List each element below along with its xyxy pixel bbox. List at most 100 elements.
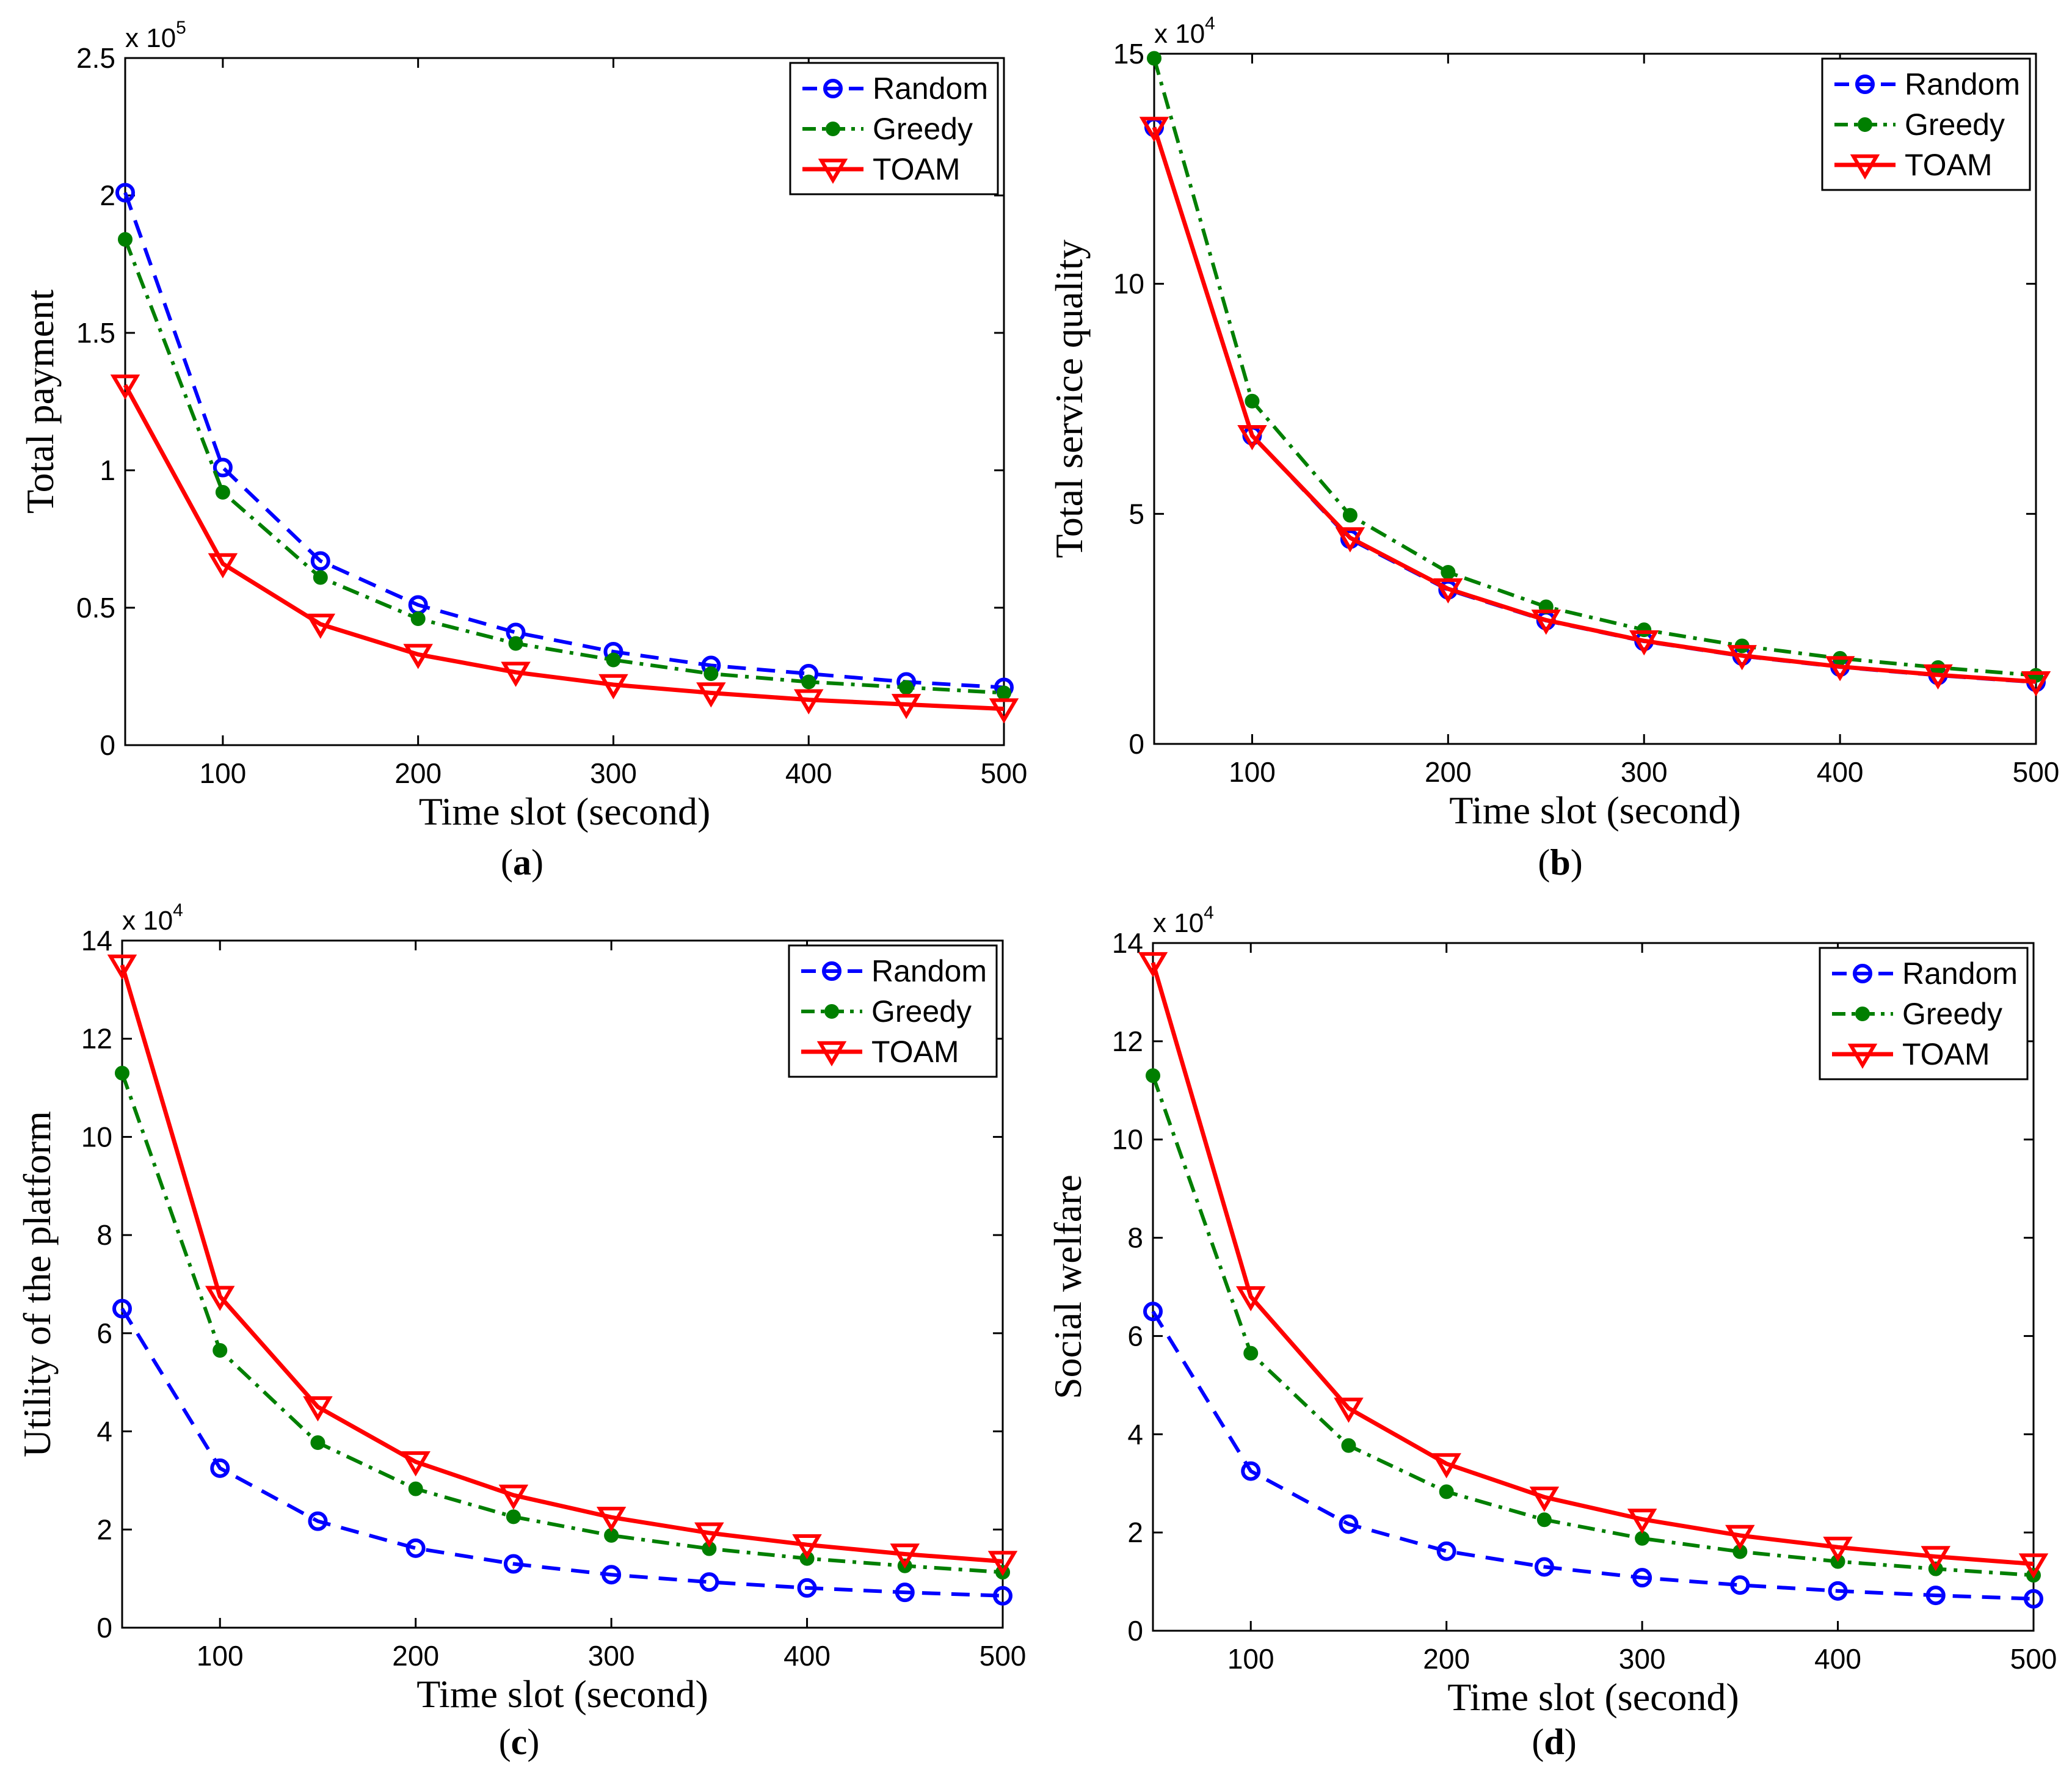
scale-exponent: 5 [176, 18, 186, 38]
data-point-greedy [1147, 51, 1161, 66]
data-point-greedy [310, 1435, 325, 1451]
data-point-toam [793, 689, 824, 715]
series-toam [1139, 117, 2051, 697]
data-point-toam [1627, 1509, 1657, 1534]
data-point-toam [890, 1543, 920, 1569]
series-line-random [120, 1308, 1003, 1598]
series-line-toam [120, 964, 1003, 1564]
y-tick-label: 0.5 [76, 592, 115, 624]
data-point-random [1241, 1461, 1261, 1481]
y-tick-label: 6 [1127, 1320, 1143, 1352]
data-point-random [2024, 1589, 2043, 1609]
data-point-greedy [215, 485, 230, 500]
y-axis-title: Utility of the platform [15, 1111, 59, 1457]
data-point-greedy [508, 636, 523, 651]
x-tick-label: 300 [588, 1640, 635, 1672]
data-point-toam [792, 1534, 822, 1560]
data-point-random [308, 1511, 328, 1531]
series-random [112, 1298, 1012, 1606]
data-point-toam [596, 1506, 627, 1532]
y-axis-title: Social welfare [1046, 1175, 1089, 1399]
data-point-toam [1335, 527, 1365, 553]
data-point-random [1339, 1514, 1359, 1534]
data-point-greedy [899, 680, 914, 695]
y-tick-label: 10 [1112, 1124, 1143, 1156]
legend-label-toam: TOAM [871, 1035, 959, 1069]
y-tick-label: 0 [1127, 1615, 1143, 1647]
data-point-toam [110, 374, 140, 400]
data-point-toam [1531, 610, 1561, 635]
data-point-random [895, 1582, 915, 1603]
x-tick-label: 300 [590, 757, 637, 789]
x-tick-label: 200 [394, 757, 442, 789]
x-tick-label: 200 [392, 1640, 439, 1672]
x-tick-label: 400 [1817, 756, 1864, 788]
legend-label-greedy: Greedy [1905, 107, 2005, 142]
legend-marker-toam [818, 158, 848, 184]
data-point-random [1730, 1575, 1750, 1595]
data-point-toam [1237, 425, 1267, 451]
x-tick-label: 400 [783, 1640, 831, 1672]
legend-marker-greedy [1858, 117, 1872, 132]
legend-marker-toam [816, 1041, 847, 1066]
y-tick-label: 8 [96, 1219, 112, 1251]
data-point-random [1436, 1541, 1456, 1561]
series-greedy [118, 232, 1011, 701]
y-tick-label: 4 [1127, 1418, 1143, 1450]
data-point-toam [891, 694, 921, 719]
legend-marker-greedy [826, 122, 840, 136]
data-point-toam [1235, 1286, 1266, 1312]
data-point-toam [1529, 1486, 1560, 1512]
data-point-greedy [1341, 1438, 1356, 1453]
data-point-toam [1825, 656, 1855, 682]
legend: Random Greedy TOAM [789, 62, 999, 195]
x-axis-title: Time slot (second) [1449, 788, 1741, 832]
x-tick-label: 100 [1229, 756, 1276, 788]
data-point-toam [303, 1396, 333, 1422]
data-point-random [1143, 1302, 1163, 1322]
series-line-toam [1152, 126, 2037, 684]
data-point-greedy [118, 232, 133, 247]
legend-label-random: Random [1905, 67, 2020, 101]
scale-exponent: 4 [1204, 903, 1214, 923]
data-point-toam [401, 1451, 431, 1477]
legend-marker-random [823, 79, 843, 98]
y-tick-label: 2 [1127, 1517, 1143, 1548]
data-point-toam [598, 674, 628, 699]
y-tick-label: 8 [1127, 1222, 1143, 1254]
data-point-greedy [801, 674, 816, 690]
legend-label-random: Random [1902, 956, 2018, 991]
data-point-random [210, 1458, 230, 1478]
data-point-toam [2021, 671, 2051, 697]
panel-caption-letter: b [1550, 842, 1570, 883]
x-tick-label: 500 [2010, 1643, 2057, 1675]
x-tick-label: 200 [1423, 1643, 1470, 1675]
data-point-greedy [1146, 1068, 1160, 1083]
y-tick-label: 0 [1129, 728, 1144, 760]
legend: Random Greedy TOAM [788, 944, 998, 1078]
y-axis-title: Total payment [18, 290, 62, 514]
data-point-toam [205, 1286, 235, 1311]
data-point-random [310, 551, 330, 571]
data-point-greedy [115, 1065, 129, 1080]
x-tick-label: 100 [200, 757, 247, 789]
data-point-toam [1823, 1537, 1853, 1562]
x-axis-title: Time slot (second) [419, 790, 711, 833]
panel-caption: (c) [499, 1722, 540, 1762]
data-point-toam [1334, 1397, 1364, 1423]
panel-caption-letter: d [1544, 1722, 1564, 1762]
series-toam [110, 374, 1019, 724]
series-greedy [1146, 1068, 2041, 1583]
data-point-toam [498, 1484, 529, 1510]
legend: Random Greedy TOAM [1821, 57, 2031, 191]
y-tick-label: 0 [100, 729, 115, 761]
data-point-toam [1139, 117, 1169, 142]
data-point-toam [403, 644, 433, 669]
y-tick-label: 4 [96, 1416, 112, 1448]
x-tick-label: 500 [981, 757, 1028, 789]
data-point-random [115, 183, 135, 203]
scale-exponent: 4 [173, 900, 183, 920]
data-point-random [405, 1538, 426, 1558]
x-axis-title: Time slot (second) [1447, 1675, 1739, 1719]
series-line-greedy [1152, 57, 2037, 677]
